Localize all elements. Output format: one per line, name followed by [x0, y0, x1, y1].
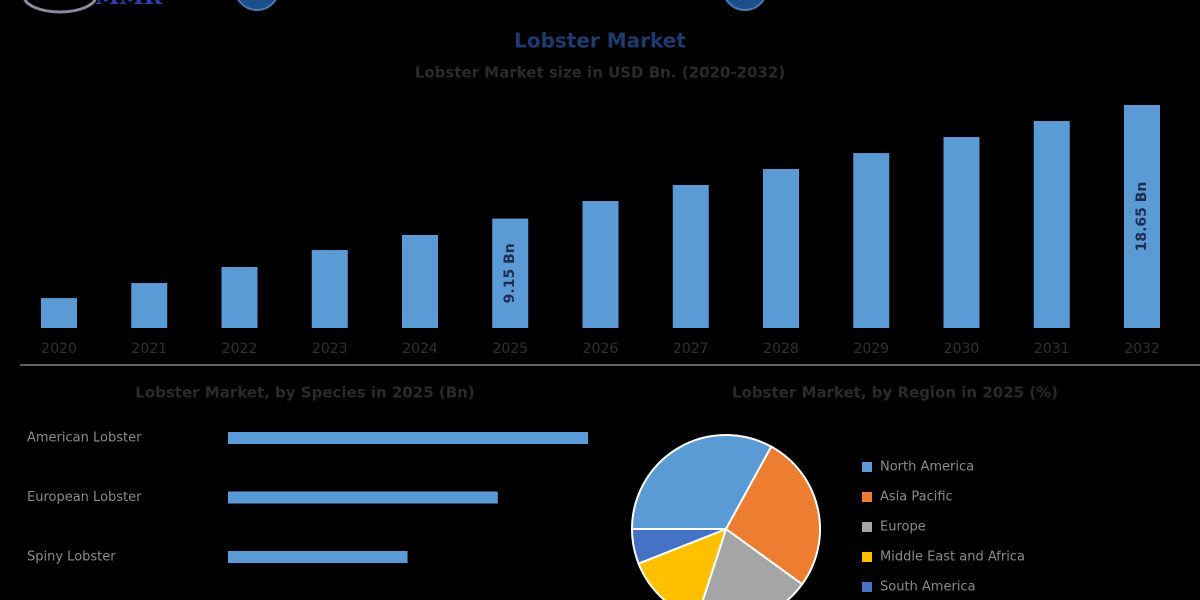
pie-slice: [637, 527, 728, 600]
x-tick-label: 2030: [944, 341, 980, 357]
x-tick-label: 2020: [41, 341, 77, 357]
bar: [1033, 121, 1070, 328]
value-label: 9.15 Bn: [502, 243, 518, 303]
chart-subtitle: Lobster Market size in USD Bn. (2020-203…: [415, 64, 785, 82]
logo-swoosh: [23, 0, 97, 14]
legend-label: Middle East and Africa: [880, 550, 1025, 565]
value-label: 18.65 Bn: [1134, 182, 1150, 252]
decor-circle: [725, 0, 765, 11]
x-tick-label: 2026: [583, 341, 619, 357]
pie-slice: [630, 528, 727, 565]
bar: [492, 218, 529, 328]
bar: [763, 168, 799, 328]
chart-title: Lobster Market: [514, 29, 686, 53]
x-tick-label: 2027: [673, 341, 709, 357]
bar: [402, 234, 438, 328]
pie-slice: [724, 445, 821, 586]
x-tick-label: 2023: [312, 341, 348, 357]
legend-swatch: [862, 582, 872, 592]
x-tick-label: 2031: [1034, 341, 1070, 357]
legend-label: Europe: [880, 520, 926, 535]
bar: [853, 153, 890, 328]
x-tick-label: 2028: [763, 341, 799, 357]
category-label: American Lobster: [27, 431, 142, 446]
category-label: European Lobster: [27, 490, 142, 505]
bar: [221, 267, 258, 328]
bar: [131, 283, 168, 328]
bar: [228, 432, 588, 444]
x-tick-label: 2022: [222, 341, 258, 357]
category-label: Spiny Lobster: [27, 550, 116, 565]
legend-label: Asia Pacific: [880, 490, 953, 505]
x-tick-label: 2021: [131, 341, 167, 357]
legend-swatch: [862, 492, 872, 502]
x-tick-label: 2025: [492, 341, 528, 357]
pie-slice: [630, 434, 773, 530]
bar: [228, 491, 498, 504]
x-tick-label: 2032: [1124, 341, 1160, 357]
bar: [1124, 105, 1160, 328]
chart-title: Lobster Market, by Region in 2025 (%): [732, 384, 1058, 402]
legend-swatch: [862, 522, 872, 532]
bar: [41, 298, 77, 328]
bar: [228, 551, 408, 563]
legend-swatch: [862, 552, 872, 562]
x-tick-label: 2029: [853, 341, 889, 357]
bar: [672, 184, 709, 328]
decor-circle: [237, 0, 277, 11]
x-tick-label: 2024: [402, 341, 438, 357]
logo: MMR: [95, 0, 163, 10]
legend-swatch: [862, 462, 872, 472]
bar: [311, 250, 348, 328]
pie-slice: [701, 527, 804, 600]
chart-title: Lobster Market, by Species in 2025 (Bn): [135, 384, 474, 402]
bar: [582, 201, 619, 328]
legend-label: North America: [880, 460, 974, 475]
legend-label: South America: [880, 580, 976, 595]
bar: [943, 137, 980, 328]
